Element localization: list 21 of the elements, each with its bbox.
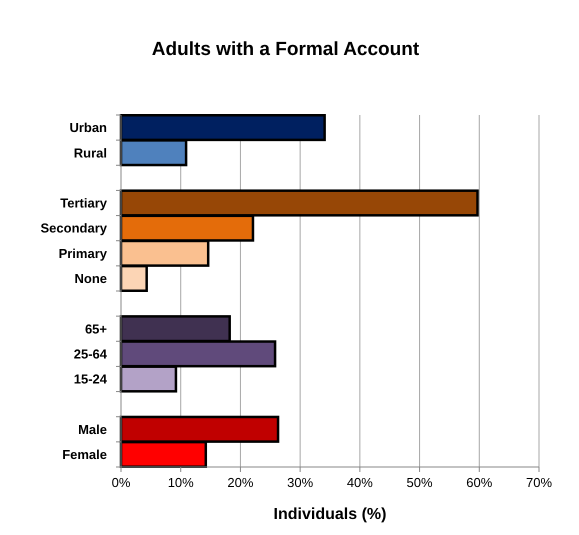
- y-tick-label: Tertiary: [60, 196, 108, 211]
- x-tick-label: 10%: [168, 475, 194, 490]
- x-tick-label: 60%: [466, 475, 493, 490]
- y-tick-label: Secondary: [40, 220, 108, 236]
- chart-title: Adults with a Formal Account: [152, 39, 420, 60]
- y-tick-label: None: [74, 270, 107, 286]
- y-tick-label: Rural: [74, 145, 107, 160]
- y-tick-label: 15-24: [74, 372, 108, 387]
- y-tick-label: 25-64: [74, 346, 108, 362]
- y-tick-label: Urban: [69, 120, 108, 136]
- x-tick-label: 70%: [526, 475, 552, 490]
- y-tick-label: Male: [78, 422, 107, 437]
- y-tick-label: 65+: [84, 321, 108, 336]
- x-tick-label: 0%: [112, 475, 131, 490]
- x-tick-label: 50%: [406, 475, 434, 490]
- x-tick-label: 20%: [227, 475, 254, 490]
- x-axis-title: Individuals (%): [274, 506, 386, 523]
- x-tick-label: 30%: [287, 475, 314, 490]
- y-tick-label: Female: [62, 446, 107, 462]
- x-tick-label: 40%: [346, 475, 374, 490]
- y-tick-label: Primary: [58, 246, 108, 261]
